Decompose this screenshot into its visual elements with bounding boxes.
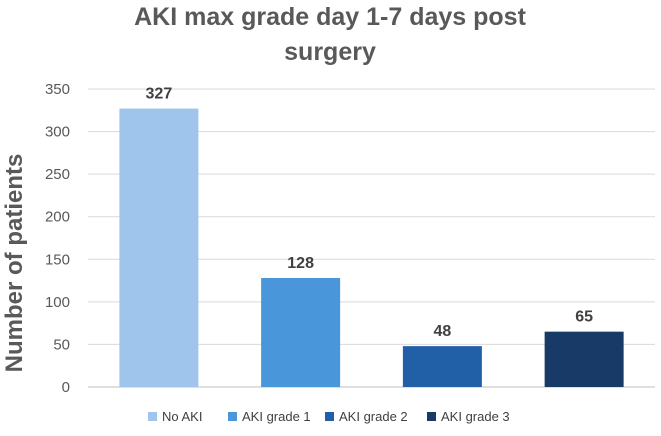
data-labels: 327 128 48 65 (146, 86, 594, 341)
data-label: 128 (287, 255, 314, 272)
y-tick-label: 250 (45, 166, 70, 183)
y-tick-label: 0 (62, 379, 70, 396)
y-axis-label: Number of patients (1, 154, 28, 373)
data-label: 327 (146, 86, 173, 103)
bar-aki-grade-3 (544, 331, 624, 387)
y-tick-label: 350 (45, 81, 70, 98)
legend-label: No AKI (162, 409, 202, 424)
y-tick-label: 200 (45, 209, 70, 226)
bar-aki-grade-2 (402, 346, 482, 387)
bar-aki-grade-1 (261, 278, 341, 387)
legend-swatch (228, 412, 237, 421)
y-tick-label: 100 (45, 294, 70, 311)
y-tick-label: 300 (45, 124, 70, 141)
data-label: 65 (575, 309, 593, 326)
legend-swatch (427, 412, 436, 421)
chart-title-line1: AKI max grade day 1-7 days post (134, 3, 526, 31)
legend-swatch (325, 412, 334, 421)
y-tick-labels: 0 50 100 150 200 250 300 350 (45, 81, 70, 396)
legend: No AKI AKI grade 1 AKI grade 2 AKI grade 3 (148, 409, 510, 424)
y-tick-label: 50 (53, 336, 70, 353)
bar-no-aki (119, 108, 199, 387)
legend-label: AKI grade 3 (441, 409, 510, 424)
bars (119, 108, 624, 387)
legend-label: AKI grade 1 (242, 409, 311, 424)
data-label: 48 (433, 323, 451, 340)
legend-swatch (148, 412, 157, 421)
chart-title-line2: surgery (284, 38, 376, 66)
y-tick-label: 150 (45, 251, 70, 268)
legend-label: AKI grade 2 (339, 409, 408, 424)
